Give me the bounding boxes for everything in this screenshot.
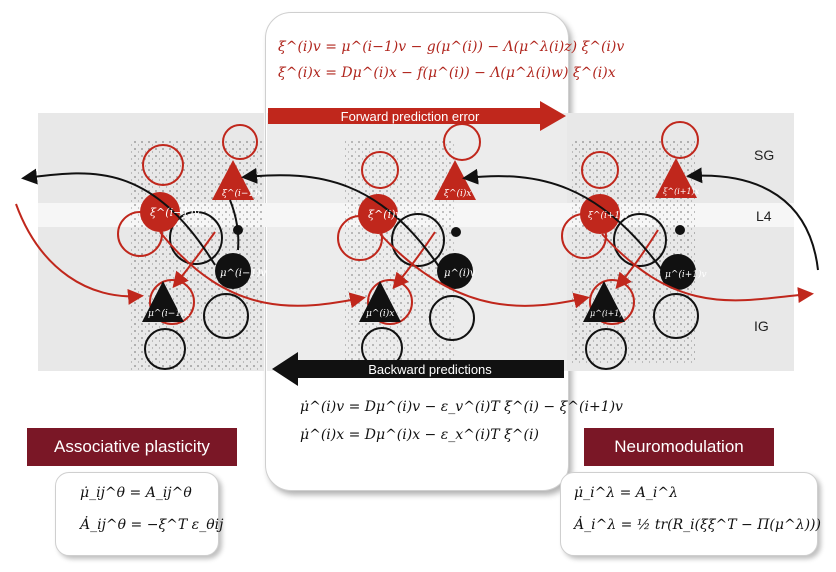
forward-arrow (268, 101, 566, 131)
node-label: ξ^(i+1)v (588, 210, 629, 221)
l4-loop-circle (391, 213, 445, 267)
neuromodulation-equations-box (560, 472, 818, 556)
column-3 (561, 121, 699, 370)
xi-v-node (140, 192, 180, 232)
backward-arrow-label: Backward predictions (368, 361, 492, 377)
xi-v-pyramid (655, 158, 697, 198)
layer-label-l4: L4 (756, 208, 772, 224)
sg-loop-circle (661, 121, 699, 159)
associative-plasticity-banner: Associative plasticity (27, 428, 237, 466)
neuromodulation-banner: Neuromodulation (584, 428, 774, 466)
backward-equation-v: μ̇^(i)v = Dμ^(i)v − ε_v^(i)T ξ^(i) − ξ^(… (300, 399, 623, 415)
node-label: ξ^(i−1)x (222, 188, 263, 199)
node-label: ξ^(i)v (368, 208, 402, 221)
node-label: μ^(i+1)x (590, 309, 627, 318)
mu-x-pyramid (142, 281, 184, 322)
ig-loop-circle (429, 295, 475, 341)
ig-loop-circle (149, 279, 195, 325)
forward-equation-x: ξ^(i)x = Dμ^(i)x − f(μ^(i)) − Λ(μ^λ(i)w)… (278, 65, 616, 81)
forward-equation-v: ξ^(i)v = μ^(i−1)v − g(μ^(i)) − Λ(μ^λ(i)z… (278, 39, 625, 55)
xi-v-pyramid (212, 160, 254, 200)
ig-loop-circle (144, 328, 186, 370)
mu-v-node (437, 253, 473, 289)
mu-v-node (215, 253, 251, 289)
l4-loop-circle (613, 213, 667, 267)
ig-loop-circle (585, 328, 627, 370)
junction-dot (675, 225, 685, 235)
node-label: ξ^(i+1)x (663, 187, 700, 196)
associative-equation-mu: μ̇_ij^θ = A_ij^θ (80, 485, 192, 501)
mu-x-pyramid (359, 281, 401, 322)
neuromodulation-equation-a: Ȧ_i^λ = ½ tr(R_i(ξξ^T − Π(μ^λ))) (574, 517, 821, 533)
associative-equations-box (55, 472, 219, 556)
backward-equation-x: μ̇^(i)x = Dμ^(i)x − ε_x^(i)T ξ^(i) (300, 427, 539, 443)
l4-loop-circle (169, 211, 223, 265)
sg-loop-circle (443, 123, 481, 161)
node-label: μ^(i−1)v (220, 268, 267, 279)
xi-v-node (358, 194, 398, 234)
xi-v-pyramid (434, 160, 476, 200)
column-1 (117, 124, 258, 370)
sg-loop-circle (142, 144, 184, 186)
neuromodulation-equation-mu: μ̇_i^λ = A_i^λ (574, 485, 679, 501)
ig-loop-circle (361, 327, 403, 369)
node-label: μ^(i)x (366, 308, 394, 319)
sg-loop-circle (361, 151, 399, 189)
backward-arrow (272, 352, 564, 386)
node-label: μ^(i+1)v (665, 269, 707, 280)
mu-x-pyramid (583, 281, 625, 322)
ig-loop-circle (367, 279, 413, 325)
node-label: ξ^(i−1)v (150, 206, 201, 219)
sg-loop-circle (222, 124, 258, 160)
column-2 (337, 123, 481, 369)
sg-loop-circle (581, 151, 619, 189)
ig-loop-circle (653, 293, 699, 339)
xi-v-node (580, 194, 620, 234)
node-label: μ^(i−1)x (148, 308, 190, 319)
mu-v-node (660, 254, 696, 290)
inter-column-connections (15, 167, 819, 309)
junction-dot (451, 227, 461, 237)
node-label: μ^(i)v (444, 268, 476, 279)
node-label: ξ^(i)x (444, 188, 471, 199)
layer-label-ig: IG (754, 318, 769, 334)
associative-equation-a: Ȧ_ij^θ = −ξ^T ε_θij (80, 517, 224, 533)
layer-label-sg: SG (754, 147, 775, 163)
forward-arrow-label: Forward prediction error (340, 109, 480, 124)
ig-loop-circle (203, 293, 249, 339)
ig-loop-circle (589, 279, 635, 325)
